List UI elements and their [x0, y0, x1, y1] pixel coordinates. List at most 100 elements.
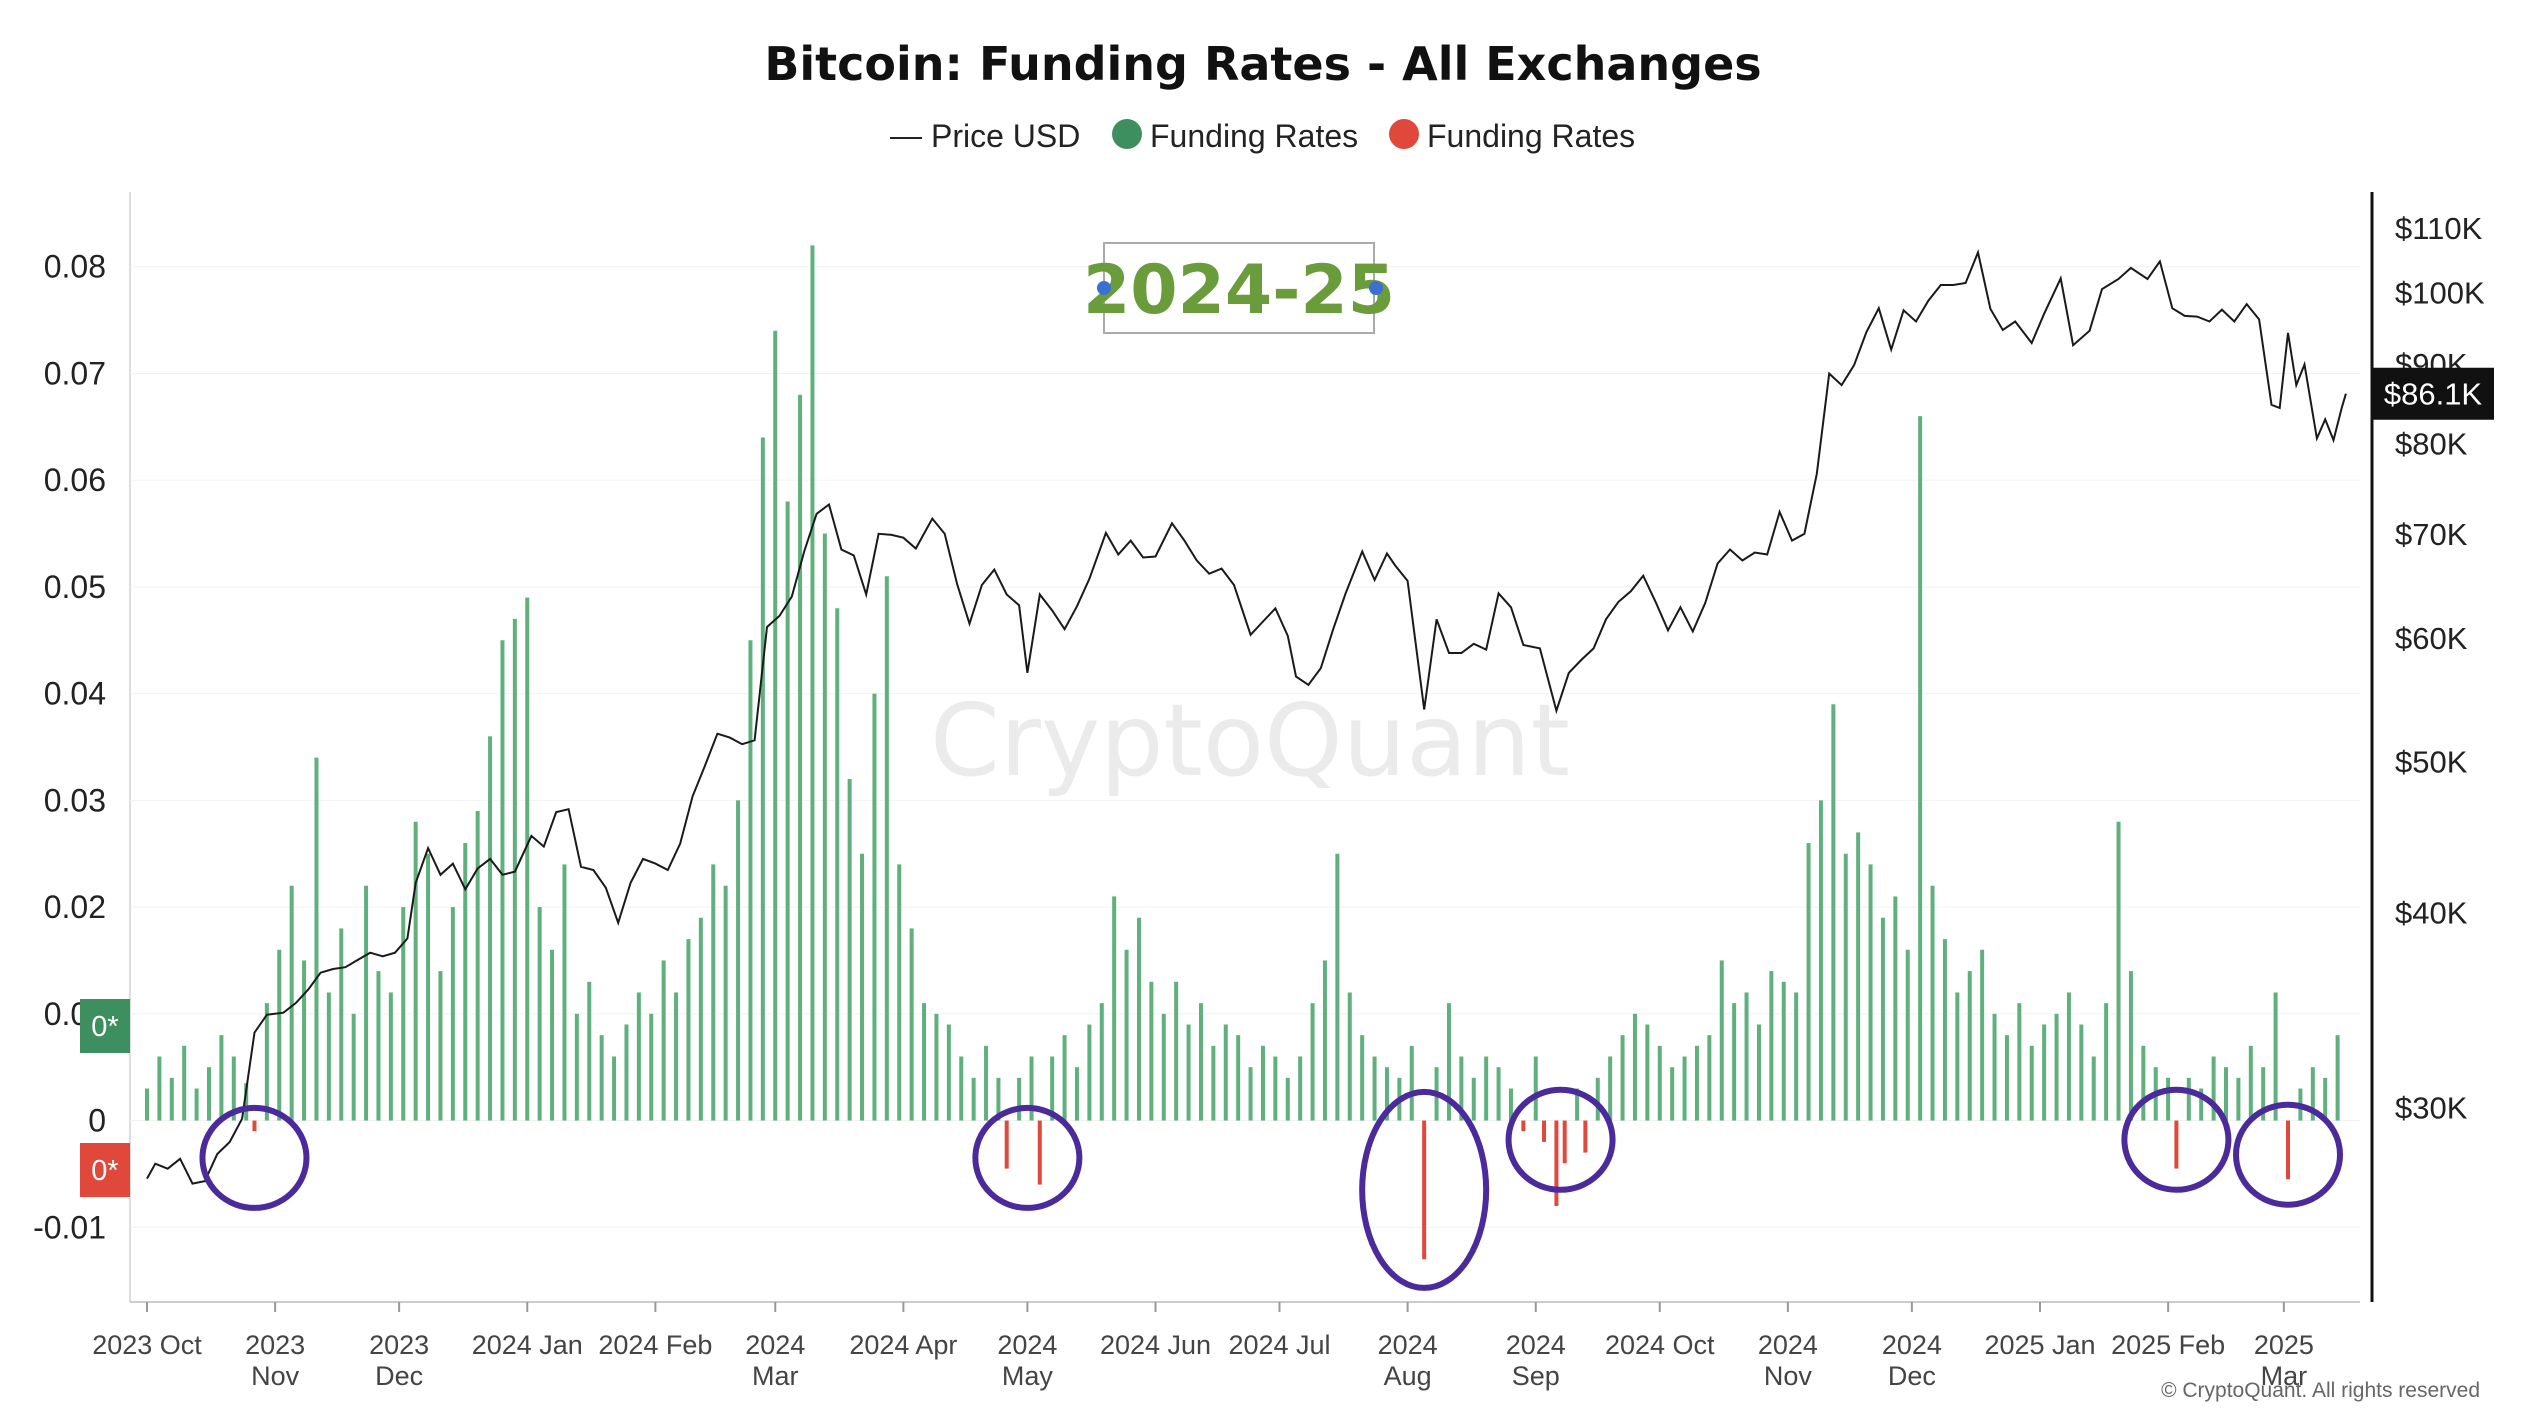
funding-bar-positive — [624, 1024, 629, 1121]
highlight-circle — [1359, 1088, 1490, 1291]
funding-bar-positive — [1806, 843, 1811, 1121]
funding-bar-positive — [1298, 1056, 1303, 1121]
x-tick-label: 2024 Jun — [1100, 1330, 1211, 1360]
funding-bar-positive — [2236, 1077, 2241, 1121]
funding-bar-positive — [736, 800, 741, 1121]
funding-bar-positive — [1707, 1035, 1712, 1121]
x-tick-label: 2023 — [245, 1330, 305, 1360]
right-tick-label: $40K — [2395, 896, 2468, 931]
right-tick-label: $100K — [2395, 275, 2485, 310]
funding-bar-positive — [339, 928, 344, 1121]
funding-bar-positive — [550, 949, 555, 1121]
funding-bar-positive — [2335, 1035, 2340, 1121]
x-tick-label: 2025 Jan — [1984, 1330, 2095, 1360]
funding-bar-positive — [488, 736, 493, 1121]
funding-bar-positive — [922, 1003, 927, 1121]
funding-bar-positive — [2079, 1024, 2084, 1121]
annotation-handle-right-icon[interactable] — [1369, 281, 1383, 295]
funding-bar-negative — [1004, 1120, 1009, 1169]
funding-bar-positive — [2199, 1088, 2204, 1121]
funding-bar-positive — [1918, 416, 1923, 1121]
funding-bar-positive — [438, 971, 443, 1121]
x-tick-label-line2: Nov — [251, 1361, 300, 1391]
funding-bar-positive — [302, 960, 307, 1121]
funding-bar-positive — [1223, 1024, 1228, 1121]
funding-bar-positive — [1670, 1067, 1675, 1121]
last-price-text: $86.1K — [2384, 377, 2483, 412]
funding-bar-positive — [364, 885, 369, 1121]
legend-price-label[interactable]: Price USD — [931, 118, 1080, 154]
funding-bar-positive — [599, 1035, 604, 1121]
x-tick-label: 2024 Apr — [849, 1330, 957, 1360]
funding-bar-positive — [157, 1056, 162, 1121]
funding-bar-positive — [1322, 960, 1327, 1121]
funding-bar-positive — [636, 992, 641, 1121]
right-tick-label: $80K — [2395, 426, 2468, 461]
funding-bar-positive — [1868, 864, 1873, 1121]
funding-bar-positive — [1843, 853, 1848, 1121]
funding-bar-positive — [1794, 992, 1799, 1121]
funding-bar-positive — [1905, 949, 1910, 1121]
funding-bar-positive — [971, 1077, 976, 1121]
annotation-box[interactable]: 2024-25 — [1083, 242, 1395, 334]
annotation-handle-left-icon[interactable] — [1097, 281, 1111, 295]
funding-bar-positive — [1719, 960, 1724, 1121]
x-tick-label: 2024 — [1882, 1330, 1942, 1360]
x-tick-label-line2: Dec — [1888, 1361, 1936, 1391]
highlight-circles — [199, 1086, 2344, 1291]
left-tick-label: -0.01 — [33, 1209, 106, 1245]
funding-bar-negative — [2286, 1120, 2291, 1180]
x-tick-label: 2023 — [369, 1330, 429, 1360]
funding-bar-positive — [1136, 917, 1141, 1121]
x-tick-label-line2: May — [1002, 1361, 1054, 1391]
funding-bar-positive — [822, 533, 827, 1121]
funding-bar-positive — [2273, 992, 2278, 1121]
funding-bar-positive — [1174, 981, 1179, 1121]
funding-bar-positive — [1496, 1067, 1501, 1121]
left-tick-label: 0 — [88, 1103, 106, 1139]
funding-bar-positive — [1074, 1067, 1079, 1121]
funding-bar-positive — [1161, 1013, 1166, 1121]
funding-bar-positive — [145, 1088, 149, 1121]
funding-bar-positive — [587, 981, 592, 1121]
right-tick-label: $30K — [2395, 1090, 2468, 1125]
right-tick-label: $70K — [2395, 517, 2468, 552]
funding-bar-negative — [1583, 1120, 1588, 1153]
legend-positive-label[interactable]: Funding Rates — [1150, 118, 1358, 154]
funding-bar-positive — [2116, 821, 2121, 1121]
funding-bar-positive — [1186, 1024, 1191, 1121]
x-tick-label: 2024 — [1758, 1330, 1818, 1360]
funding-bar-positive — [450, 907, 455, 1121]
funding-bar-positive — [847, 779, 852, 1121]
x-tick-label: 2024 Jul — [1228, 1330, 1330, 1360]
funding-bar-positive — [1335, 853, 1340, 1121]
funding-bar-positive — [289, 885, 294, 1121]
x-tick-label-line2: Nov — [1764, 1361, 1813, 1391]
funding-bar-positive — [1446, 1003, 1451, 1121]
funding-bar-negative — [1521, 1120, 1526, 1132]
funding-bar-positive — [1818, 800, 1823, 1121]
funding-bar-positive — [1508, 1088, 1513, 1121]
funding-bar-positive — [277, 949, 282, 1121]
funding-bar-positive — [1484, 1056, 1489, 1121]
funding-bar-positive — [723, 885, 728, 1121]
funding-bar-positive — [835, 608, 840, 1121]
funding-bar-positive — [1149, 981, 1154, 1121]
funding-bar-positive — [475, 811, 480, 1121]
legend-negative-label[interactable]: Funding Rates — [1427, 118, 1635, 154]
funding-bar-positive — [1372, 1056, 1377, 1121]
funding-bar-positive — [314, 757, 319, 1121]
funding-bar-positive — [2017, 1003, 2022, 1121]
funding-bar-positive — [463, 843, 468, 1121]
right-tick-label: $60K — [2395, 621, 2468, 656]
funding-bar-positive — [1893, 896, 1898, 1121]
x-tick-label-line2: Sep — [1512, 1361, 1560, 1391]
x-tick-label-line2: Dec — [375, 1361, 423, 1391]
legend-negative-dot-icon — [1389, 119, 1419, 149]
funding-bar-positive — [760, 437, 765, 1121]
right-axis-ticks: $110K$100K$90K$80K$70K$60K$50K$40K$30K — [2395, 211, 2485, 1125]
funding-bar-positive — [1533, 1056, 1538, 1121]
funding-bar-positive — [206, 1067, 211, 1121]
funding-bar-positive — [244, 1083, 249, 1121]
